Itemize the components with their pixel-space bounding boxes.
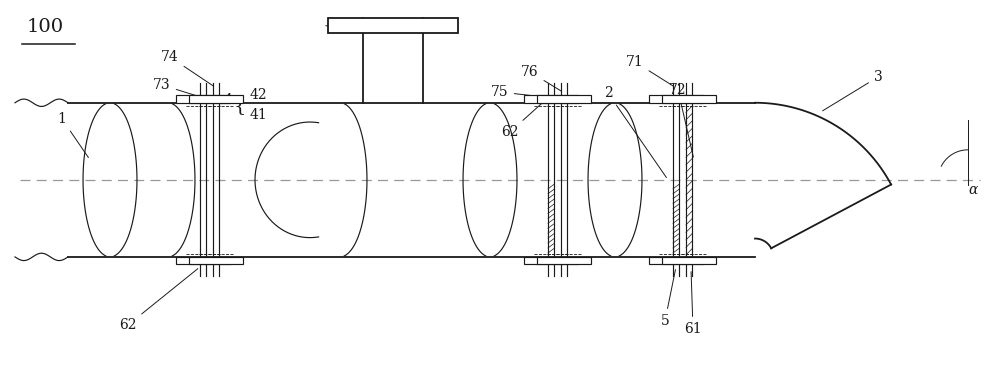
Text: 5: 5 (661, 270, 675, 328)
Text: 4: 4 (224, 93, 232, 107)
Bar (662, 257, 716, 264)
Text: 71: 71 (626, 55, 674, 86)
Text: {: { (234, 97, 246, 115)
Bar (189, 257, 243, 264)
Text: 72: 72 (669, 83, 693, 157)
Text: 41: 41 (249, 108, 267, 122)
Bar (649, 95, 703, 103)
Bar (524, 257, 578, 264)
Bar (328, 18, 458, 33)
Text: 3: 3 (823, 70, 882, 111)
Text: 62: 62 (501, 99, 546, 139)
Bar (662, 95, 716, 103)
Text: 62: 62 (119, 269, 198, 332)
Text: 73: 73 (153, 78, 200, 97)
Bar (189, 95, 243, 103)
Text: 61: 61 (684, 272, 702, 336)
Bar (537, 257, 591, 264)
Text: 77: 77 (326, 20, 402, 34)
Bar (537, 95, 591, 103)
Bar (176, 257, 230, 264)
Bar (176, 95, 230, 103)
Text: 42: 42 (249, 88, 267, 102)
Text: 76: 76 (521, 65, 562, 91)
Text: 2: 2 (604, 86, 666, 178)
Text: α: α (968, 183, 978, 197)
Text: 74: 74 (161, 50, 214, 86)
Bar (649, 257, 703, 264)
Text: 100: 100 (26, 18, 64, 36)
Bar (524, 95, 578, 103)
Text: 75: 75 (491, 85, 548, 99)
Text: 1: 1 (58, 112, 88, 157)
